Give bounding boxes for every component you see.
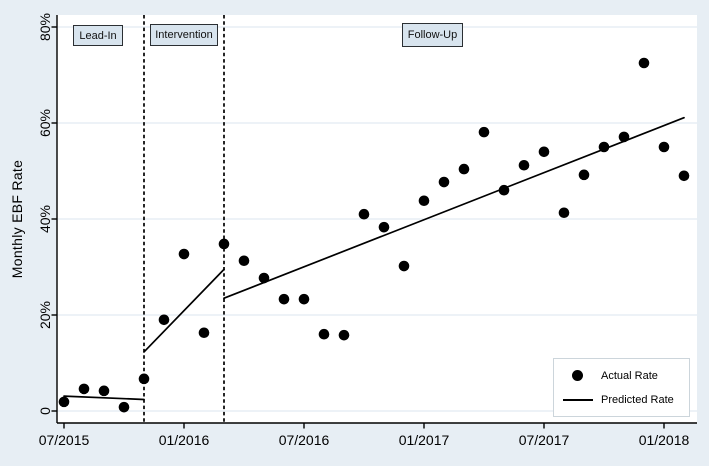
data-point <box>498 184 510 196</box>
data-point <box>278 293 290 305</box>
y-tick-label: 0 <box>37 407 53 415</box>
data-point <box>198 327 210 339</box>
data-point <box>158 314 170 326</box>
data-point <box>338 329 350 341</box>
data-point <box>318 328 330 340</box>
y-axis-title: Monthly EBF Rate <box>9 159 25 279</box>
predicted-rate-marker-icon <box>562 398 593 401</box>
data-point <box>178 248 190 260</box>
legend: Actual Rate Predicted Rate <box>553 358 690 417</box>
period-label-follow-up: Follow-Up <box>402 23 463 47</box>
data-point <box>218 238 230 250</box>
period-label-intervention: Intervention <box>150 24 218 46</box>
data-point <box>598 141 610 153</box>
data-point <box>98 385 110 397</box>
data-point <box>138 373 150 385</box>
data-point <box>478 126 490 138</box>
legend-row-predicted: Predicted Rate <box>554 391 689 409</box>
data-point <box>558 207 570 219</box>
legend-marker-cell <box>554 370 601 381</box>
data-point <box>538 146 550 158</box>
predicted-rate-line <box>63 395 145 401</box>
data-point <box>618 131 630 143</box>
data-point <box>298 293 310 305</box>
data-point <box>458 163 470 175</box>
x-tick-label: 01/2017 <box>399 432 450 448</box>
data-point <box>578 169 590 181</box>
legend-row-actual: Actual Rate <box>554 367 689 385</box>
data-point <box>518 159 530 171</box>
period-label-lead-in: Lead-In <box>73 25 123 46</box>
x-tick-label: 01/2018 <box>639 432 690 448</box>
data-point <box>418 195 430 207</box>
x-tick-label: 07/2017 <box>519 432 570 448</box>
y-tick-label: 80% <box>37 13 53 41</box>
data-point <box>438 176 450 188</box>
legend-label-predicted: Predicted Rate <box>601 393 674 406</box>
data-point <box>238 255 250 267</box>
data-point <box>378 221 390 233</box>
data-point <box>258 272 270 284</box>
data-point <box>118 401 130 413</box>
predicted-rate-line <box>143 268 225 353</box>
data-point <box>78 383 90 395</box>
data-point <box>638 57 650 69</box>
legend-label-actual: Actual Rate <box>601 369 658 382</box>
actual-rate-marker-icon <box>572 370 583 381</box>
x-tick-label: 01/2016 <box>159 432 210 448</box>
data-point <box>398 260 410 272</box>
data-point <box>658 141 670 153</box>
data-point <box>58 396 70 408</box>
y-tick-label: 40% <box>37 205 53 233</box>
x-tick-label: 07/2015 <box>39 432 90 448</box>
y-tick-label: 20% <box>37 301 53 329</box>
legend-marker-cell <box>554 398 601 401</box>
y-tick-label: 60% <box>37 109 53 137</box>
data-point <box>358 208 370 220</box>
x-tick-label: 07/2016 <box>279 432 330 448</box>
data-point <box>678 170 690 182</box>
